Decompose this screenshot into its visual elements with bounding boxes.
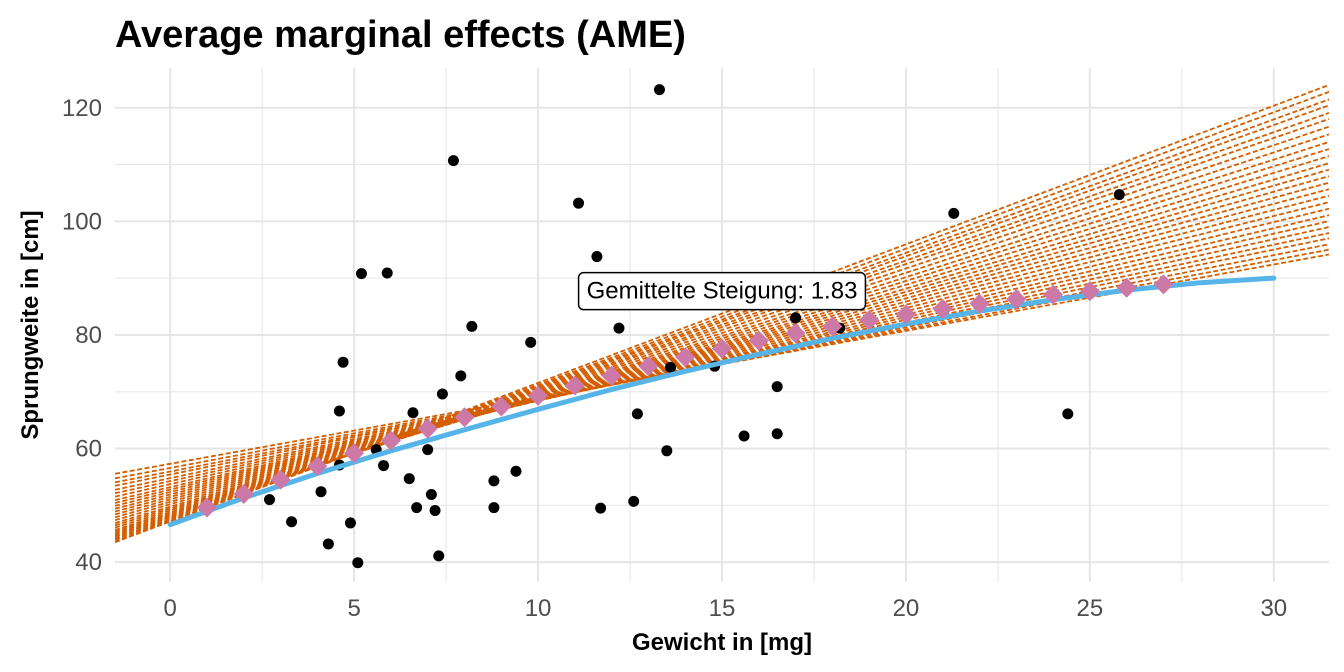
data-point	[264, 494, 276, 506]
data-point	[322, 538, 334, 550]
tangent-point	[785, 323, 806, 344]
chart-title: Average marginal effects (AME)	[115, 14, 686, 56]
data-point	[628, 495, 640, 507]
tangent-line	[115, 188, 1329, 513]
grid-lines	[115, 68, 1329, 582]
y-tick-label: 120	[62, 95, 102, 122]
x-tick-label: 30	[1260, 595, 1287, 622]
data-point	[738, 430, 750, 442]
y-tick-label: 100	[62, 208, 102, 235]
data-point	[771, 428, 783, 440]
data-point	[411, 502, 423, 514]
tangent-point	[1043, 284, 1064, 305]
tangent-point	[969, 293, 990, 314]
tangent-line	[115, 220, 1329, 498]
slope-annotation: Gemittelte Steigung: 1.83	[577, 271, 867, 311]
data-point	[315, 486, 327, 498]
data-point	[344, 517, 356, 529]
tangent-line	[115, 84, 1329, 544]
tangent-point	[417, 418, 438, 439]
tangent-point	[895, 304, 916, 325]
x-tick-label: 5	[347, 595, 360, 622]
tangent-point	[564, 375, 585, 396]
tangent-point	[454, 407, 475, 428]
tangent-point	[1153, 274, 1174, 295]
x-tick-label: 0	[164, 595, 177, 622]
data-point	[661, 445, 673, 457]
data-point	[466, 320, 478, 332]
data-point	[286, 516, 298, 528]
x-axis-title: Gewicht in [mg]	[632, 629, 812, 656]
data-point	[355, 268, 367, 280]
tangent-point	[233, 483, 254, 504]
data-point	[653, 84, 665, 96]
tangent-point	[712, 338, 732, 359]
data-point	[407, 407, 419, 419]
y-tick-label: 80	[75, 322, 102, 349]
x-tick-label: 10	[525, 595, 552, 622]
x-tick-label: 15	[709, 595, 736, 622]
tangent-line	[115, 226, 1329, 495]
x-axis-tick-labels: 0 5 10 15 20 25 30	[164, 595, 1288, 622]
data-point	[790, 312, 802, 324]
data-point	[525, 336, 537, 348]
y-axis-tick-labels: 40 60 80 100 120	[62, 95, 102, 576]
tangent-point	[491, 396, 512, 417]
tangent-line	[115, 232, 1329, 491]
data-point	[771, 381, 783, 393]
data-point	[591, 251, 603, 263]
data-point	[510, 465, 522, 477]
data-point	[403, 473, 415, 485]
tangent-point	[638, 356, 659, 377]
y-tick-label: 40	[75, 549, 102, 576]
tangent-point	[344, 443, 365, 464]
tangent-point	[675, 347, 696, 368]
data-point	[664, 361, 676, 373]
data-point	[436, 388, 448, 400]
y-axis-title: Sprungweite in [cm]	[17, 210, 44, 439]
tangent-points	[196, 274, 1174, 518]
data-point	[433, 550, 445, 562]
data-point	[595, 502, 607, 514]
data-point	[425, 489, 437, 501]
data-point	[613, 322, 625, 334]
tangent-point	[932, 298, 953, 319]
tangent-point	[601, 365, 622, 386]
data-point	[455, 370, 467, 382]
tangent-line	[115, 98, 1329, 541]
data-point	[447, 155, 459, 167]
data-point	[948, 207, 960, 219]
y-tick-label: 60	[75, 436, 102, 463]
x-tick-label: 20	[893, 595, 920, 622]
data-point	[429, 504, 441, 516]
data-point	[381, 267, 393, 279]
data-point	[573, 197, 585, 209]
tangent-point	[822, 316, 843, 337]
tangent-point	[528, 385, 549, 406]
data-point	[1113, 189, 1125, 201]
tangent-point	[859, 310, 880, 331]
tangent-point	[748, 330, 769, 351]
annotation-box	[577, 271, 867, 311]
tangent-line	[115, 91, 1329, 543]
tangent-point	[270, 469, 291, 490]
annotation-label: Gemittelte Steigung: 1.83	[587, 278, 858, 305]
data-point	[488, 475, 500, 487]
data-point	[333, 405, 345, 417]
data-point	[378, 460, 390, 472]
tangent-point	[1116, 277, 1137, 298]
tangent-point	[1079, 281, 1100, 302]
data-point	[1062, 408, 1074, 420]
tangent-point	[1006, 289, 1027, 310]
data-point	[352, 557, 364, 569]
data-point	[422, 444, 434, 456]
data-point	[631, 408, 643, 420]
x-tick-label: 25	[1077, 595, 1104, 622]
tangent-point	[307, 456, 328, 477]
tangent-point	[380, 430, 401, 451]
data-point	[337, 356, 349, 368]
tangent-point	[196, 497, 217, 518]
data-point	[488, 502, 500, 514]
